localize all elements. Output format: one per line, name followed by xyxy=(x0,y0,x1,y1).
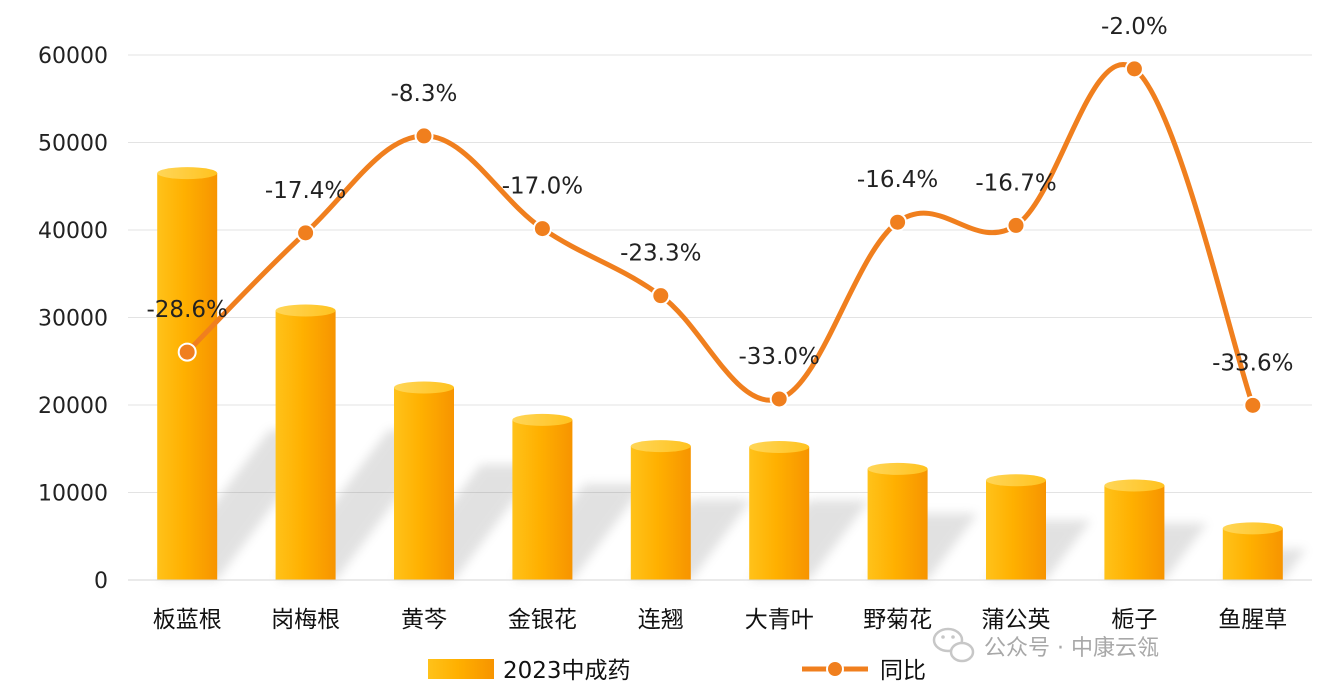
bar xyxy=(986,480,1046,580)
x-category-label: 岗梅根 xyxy=(271,607,340,633)
yoy-point xyxy=(1243,395,1263,415)
legend-line-label: 同比 xyxy=(880,658,926,684)
bar-cap xyxy=(157,167,218,180)
yoy-data-label: -2.0% xyxy=(1101,14,1168,40)
bar-cap xyxy=(394,381,454,394)
yoy-data-label: -16.4% xyxy=(857,167,938,193)
y-tick-label: 30000 xyxy=(38,307,108,332)
legend-line-marker xyxy=(826,660,844,678)
bar-cap xyxy=(1104,479,1165,492)
yoy-point xyxy=(296,223,316,243)
wechat-icon xyxy=(932,627,975,663)
bar xyxy=(749,447,810,580)
x-category-label: 大青叶 xyxy=(745,607,814,633)
data-labels: -28.6% -17.4% -8.3% -17.0% -23.3% -33.0% -16.4… xyxy=(147,14,1294,377)
yoy-point xyxy=(1124,59,1144,79)
bar xyxy=(394,387,454,580)
yoy-data-label: -17.4% xyxy=(265,178,346,204)
x-category-label: 板蓝根 xyxy=(153,607,222,633)
x-category-label: 连翘 xyxy=(638,607,684,633)
bar-cap xyxy=(867,462,928,475)
yoy-data-label: -33.0% xyxy=(739,344,820,370)
watermark: 公众号 · 中康云瓴 xyxy=(932,627,1159,663)
bars xyxy=(157,167,1283,580)
bar-cap xyxy=(1222,522,1283,535)
legend-bar-label: 2023中成药 xyxy=(503,658,631,684)
y-tick-label: 50000 xyxy=(38,132,108,157)
y-tick-label: 40000 xyxy=(38,219,108,244)
bar xyxy=(275,310,336,580)
yoy-point xyxy=(177,342,197,362)
yoy-data-label: -16.7% xyxy=(975,170,1056,196)
yoy-data-label: -17.0% xyxy=(502,174,583,200)
y-tick-label: 0 xyxy=(94,569,108,594)
bar xyxy=(630,446,691,580)
axes: 0 10000 20000 30000 40000 50000 60000 板蓝根 岗梅根 黄芩 金… xyxy=(38,44,1312,633)
yoy-point xyxy=(414,126,434,146)
bar xyxy=(1222,528,1283,580)
bar-cap xyxy=(749,441,810,453)
yoy-point xyxy=(769,389,789,409)
yoy-point xyxy=(1006,215,1026,235)
x-category-label: 野菊花 xyxy=(863,607,932,633)
x-category-label: 鱼腥草 xyxy=(1218,607,1287,633)
yoy-point xyxy=(888,212,908,232)
yoy-data-label: -33.6% xyxy=(1212,350,1293,376)
yoy-point xyxy=(651,286,671,306)
yoy-data-label: -8.3% xyxy=(391,81,458,107)
x-category-label: 栀子 xyxy=(1111,607,1157,633)
x-category-label: 黄芩 xyxy=(401,607,447,633)
watermark-text: 公众号 · 中康云瓴 xyxy=(984,636,1159,661)
y-tick-label: 60000 xyxy=(38,44,108,69)
yoy-data-label: -28.6% xyxy=(147,297,228,323)
bar-cap xyxy=(986,474,1046,487)
bar xyxy=(1104,485,1165,580)
yoy-line xyxy=(185,62,1256,407)
yoy-line-series xyxy=(177,59,1263,415)
bar xyxy=(867,468,928,580)
bar-cap xyxy=(630,440,691,453)
y-tick-label: 10000 xyxy=(38,482,108,507)
bar-cap xyxy=(275,304,336,317)
yoy-data-label: -23.3% xyxy=(620,241,701,267)
x-category-label: 金银花 xyxy=(508,607,577,633)
y-tick-label: 20000 xyxy=(38,394,108,419)
legend: 2023中成药 同比 xyxy=(428,658,926,684)
x-category-label: 蒲公英 xyxy=(982,607,1051,633)
bar xyxy=(157,173,218,580)
yoy-point xyxy=(532,219,552,239)
bar-cap xyxy=(512,413,573,426)
bar xyxy=(512,419,573,580)
legend-bar-swatch xyxy=(428,659,494,679)
